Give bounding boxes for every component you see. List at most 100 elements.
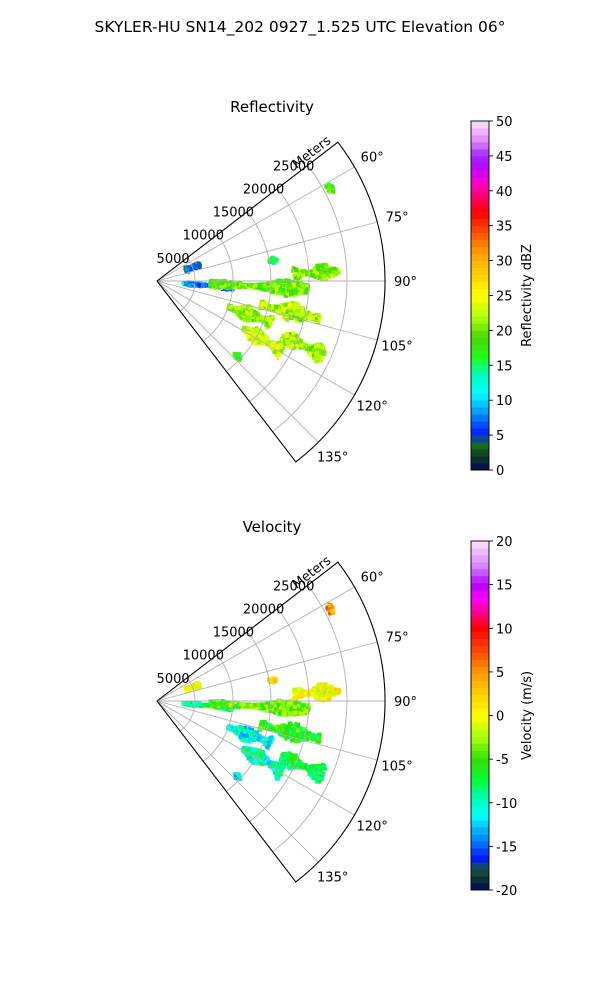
echo-cell [321,688,325,691]
echo-cell [269,322,272,325]
echo-cell [253,332,256,335]
echo-cell [252,328,258,333]
echo-cell [194,262,197,265]
echo-cell [261,316,267,321]
echo-cell [294,690,299,695]
echo-cell [264,704,268,709]
echo-cell [210,285,214,289]
colorbar-segment [471,246,489,255]
echo-cell [297,287,300,290]
echo-cell [323,262,328,267]
colorbar-segment [471,449,489,457]
echo-cell [319,690,322,694]
echo-cell [274,708,277,711]
echo-cell [276,347,280,351]
colorbar-segment [471,428,489,436]
echo-cell [233,281,237,284]
echo-cell [249,284,253,288]
echo-cell [299,704,302,707]
echo-cell [299,288,304,293]
echo-cell [327,276,330,279]
colorbar-segment [471,155,489,164]
echo-cell [288,341,293,346]
echo-cell [280,338,283,342]
colorbar-segment [471,218,489,227]
echo-cell [288,698,293,703]
echo-cell [308,347,313,352]
echo-cell [329,685,334,690]
echo-cell [266,280,271,286]
echo-cell [283,340,287,344]
colorbar-segment [471,211,489,220]
echo-cell [270,703,273,707]
echo-cell [303,709,308,714]
echo-cell [318,275,322,279]
echo-cell [265,341,270,346]
echo-cell [293,290,298,295]
colorbar-segment [471,379,489,387]
echo-layer [181,182,341,364]
echo-cell [267,340,272,345]
colorbar-segment [471,176,489,185]
echo-cell [293,266,297,270]
echo-cell [315,265,320,270]
echo-cell [298,701,302,705]
echo-cell [299,306,305,311]
echo-cell [293,276,298,280]
echo-cell [190,702,193,704]
echo-cell [208,279,213,284]
echo-cell [241,317,245,321]
echo-cell [328,270,332,274]
sector-outline [156,141,386,463]
echo-cell [303,289,308,293]
echo-cell [275,350,280,355]
echo-cell [311,353,315,358]
echo-cell [266,324,270,328]
echo-cell [261,337,264,340]
echo-cell [273,284,278,289]
echo-cell [289,303,293,307]
echo-cell [212,702,217,707]
echo-cell [260,301,265,306]
echo-cell [294,687,297,691]
echo-cell [326,686,330,691]
echo-cell [291,265,295,269]
echo-cell [183,701,186,705]
echo-cell [218,705,221,709]
echo-cell [256,706,260,710]
echo-cell [282,312,287,317]
echo-cell [303,272,308,277]
echo-cell [333,692,336,696]
echo-cell [292,724,297,729]
echo-cell [306,704,310,708]
echo-cell [320,684,325,689]
echo-cell [303,691,307,696]
echo-cell [256,333,260,338]
echo-cell [299,271,303,275]
colorbar-tick-label: 30 [496,255,513,270]
echo-cell [321,343,324,346]
echo-cell [264,316,268,320]
echo-cell [208,285,212,289]
radial-tick-label: 25000 [273,159,314,174]
echo-cell [234,701,237,705]
echo-cell [236,355,240,360]
echo-cell [301,292,304,296]
echo-cell [294,701,299,706]
echo-cell [332,273,336,277]
echo-cell [292,710,298,716]
echo-cell [318,685,322,689]
echo-cell [323,688,327,692]
colorbar-segment [471,372,489,380]
echo-cell [260,704,264,708]
echo-cell [300,313,303,316]
echo-cell [275,287,279,292]
echo-cell [251,705,255,709]
echo-cell [242,285,245,288]
echo-cell [290,331,296,336]
echo-cell [223,283,227,288]
echo-cell [308,689,311,693]
echo-cell [315,357,318,361]
echo-cell [299,310,304,315]
colorbar-tick-label: 20 [496,324,513,339]
